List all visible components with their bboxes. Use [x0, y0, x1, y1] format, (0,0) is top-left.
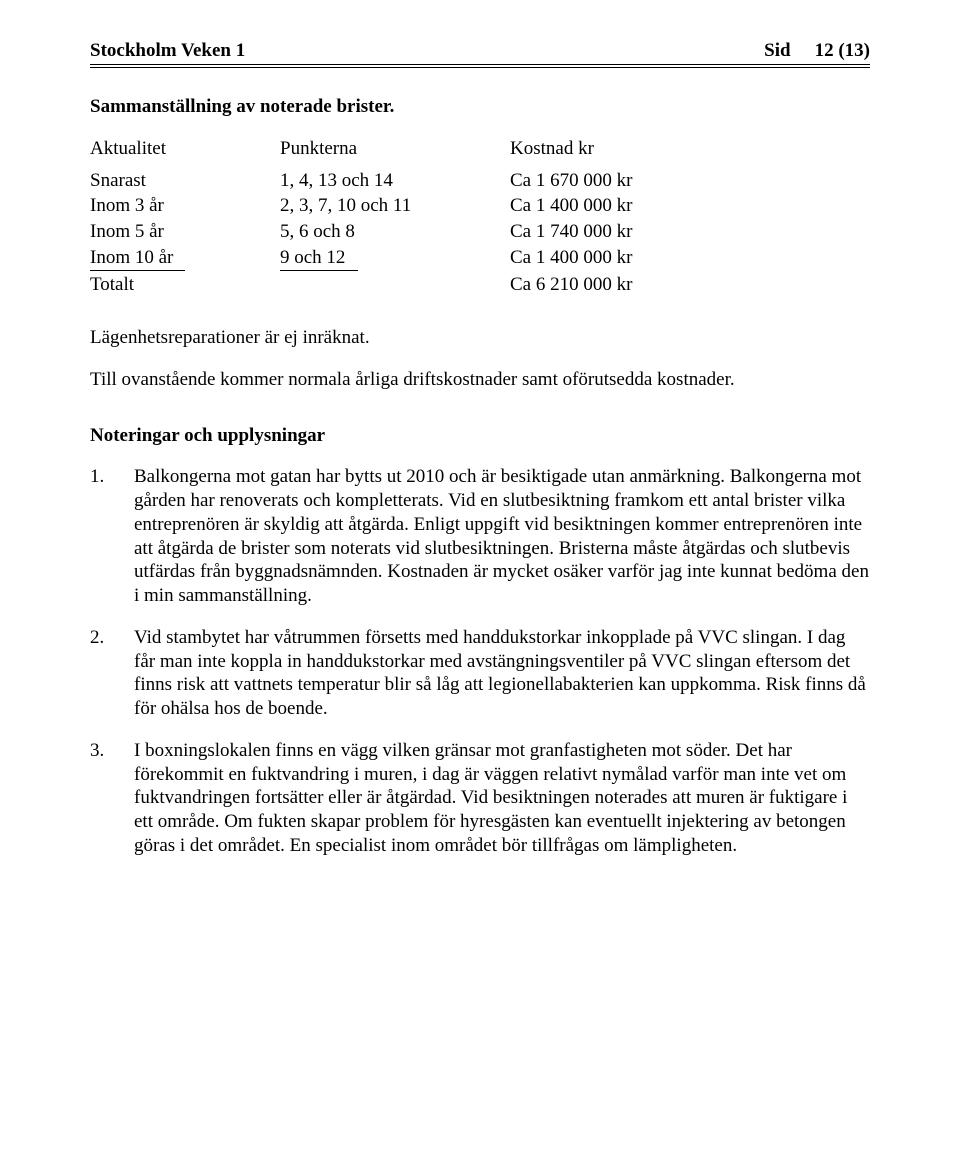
table-row: Snarast 1, 4, 13 och 14 Ca 1 670 000 kr	[90, 168, 870, 194]
table-row: Inom 5 år 5, 6 och 8 Ca 1 740 000 kr	[90, 219, 870, 245]
page-header: Stockholm Veken 1 Sid 12 (13)	[90, 40, 870, 62]
list-text: Vid stambytet har våtrummen försetts med…	[134, 626, 870, 721]
table-header-row: Aktualitet Punkterna Kostnad kr	[90, 136, 870, 162]
cell: Ca 1 400 000 kr	[510, 193, 870, 219]
header-right: Sid 12 (13)	[764, 40, 870, 62]
header-title: Stockholm Veken 1	[90, 40, 245, 62]
cell	[280, 272, 510, 298]
cell: Inom 3 år	[90, 193, 280, 219]
list-item: 2. Vid stambytet har våtrummen försetts …	[90, 626, 870, 721]
page-number: 12 (13)	[815, 40, 870, 62]
notes-list: 1. Balkongerna mot gatan har bytts ut 20…	[90, 465, 870, 857]
table-row: Inom 10 år 9 och 12 Ca 1 400 000 kr	[90, 245, 870, 271]
cell: Inom 5 år	[90, 219, 280, 245]
cell: Ca 1 740 000 kr	[510, 219, 870, 245]
cell-total-label: Totalt	[90, 272, 280, 298]
note-line-1: Lägenhetsreparationer är ej inräknat.	[90, 326, 870, 350]
list-item: 1. Balkongerna mot gatan har bytts ut 20…	[90, 465, 870, 608]
list-text: Balkongerna mot gatan har bytts ut 2010 …	[134, 465, 870, 608]
list-number: 2.	[90, 626, 134, 721]
list-item: 3. I boxningslokalen finns en vägg vilke…	[90, 739, 870, 858]
cell: 5, 6 och 8	[280, 219, 510, 245]
cell: 1, 4, 13 och 14	[280, 168, 510, 194]
th-punkterna: Punkterna	[280, 136, 510, 162]
cell: 9 och 12	[280, 245, 510, 271]
cell: Ca 1 400 000 kr	[510, 245, 870, 271]
cell-total-value: Ca 6 210 000 kr	[510, 272, 870, 298]
table-row: Inom 3 år 2, 3, 7, 10 och 11 Ca 1 400 00…	[90, 193, 870, 219]
summary-title: Sammanställning av noterade brister.	[90, 96, 870, 118]
header-rule-2	[90, 67, 870, 68]
th-aktualitet: Aktualitet	[90, 136, 280, 162]
list-number: 3.	[90, 739, 134, 858]
header-rule-1	[90, 64, 870, 65]
page: Stockholm Veken 1 Sid 12 (13) Sammanstäl…	[0, 0, 960, 1166]
sid-label: Sid	[764, 40, 790, 62]
notes-title: Noteringar och upplysningar	[90, 425, 870, 447]
cost-table: Aktualitet Punkterna Kostnad kr Snarast …	[90, 136, 870, 298]
cell: 2, 3, 7, 10 och 11	[280, 193, 510, 219]
cell: Ca 1 670 000 kr	[510, 168, 870, 194]
cell: Inom 10 år	[90, 245, 280, 271]
th-kostnad: Kostnad kr	[510, 136, 870, 162]
list-number: 1.	[90, 465, 134, 608]
note-line-2: Till ovanstående kommer normala årliga d…	[90, 368, 870, 392]
list-text: I boxningslokalen finns en vägg vilken g…	[134, 739, 870, 858]
cell: Snarast	[90, 168, 280, 194]
table-row-total: Totalt Ca 6 210 000 kr	[90, 272, 870, 298]
